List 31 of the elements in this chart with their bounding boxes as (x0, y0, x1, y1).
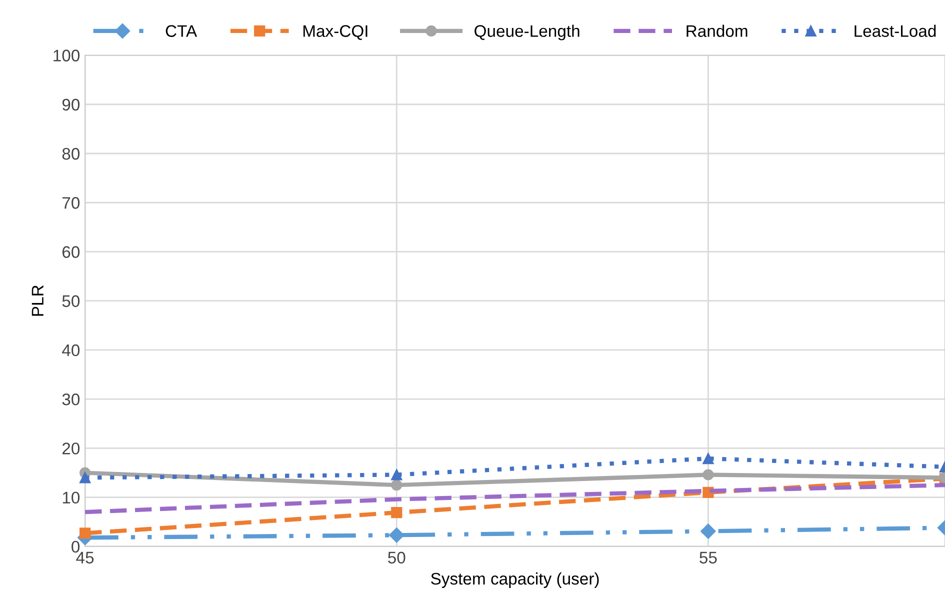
point (79, 472, 91, 484)
y-tick-label: 60 (62, 246, 80, 258)
y-tick-label: 70 (62, 197, 80, 209)
y-axis-title: PLR (32, 285, 44, 316)
y-tick-label: 100 (54, 50, 80, 62)
legend-label: Max-CQI (303, 25, 368, 40)
point (391, 507, 402, 518)
x-tick-label: 50 (388, 552, 406, 564)
point (702, 469, 714, 480)
point (391, 480, 402, 491)
legend-label: Least-Load (854, 24, 936, 37)
legend-label: Queue-Length (474, 24, 580, 40)
y-tick-label: 30 (62, 394, 80, 406)
legend-label: Random (686, 24, 748, 37)
point (702, 452, 714, 464)
point (79, 528, 91, 539)
y-tick-label: 10 (62, 492, 80, 504)
x-tick-label: 55 (700, 552, 717, 564)
point (700, 524, 716, 539)
y-tick-label: 80 (62, 148, 80, 160)
point (391, 469, 402, 480)
legend-label: CTA (166, 25, 198, 37)
x-axis-title: System capacity (user) (431, 572, 599, 588)
x-tick-label: 45 (76, 552, 94, 564)
y-tick-label: 50 (62, 295, 80, 308)
y-tick-label: 0 (72, 540, 80, 553)
y-tick-label: 40 (62, 344, 80, 356)
line-series (82, 482, 945, 514)
point (389, 528, 404, 543)
y-tick-label: 20 (62, 442, 80, 454)
y-tick-label: 90 (62, 98, 80, 111)
